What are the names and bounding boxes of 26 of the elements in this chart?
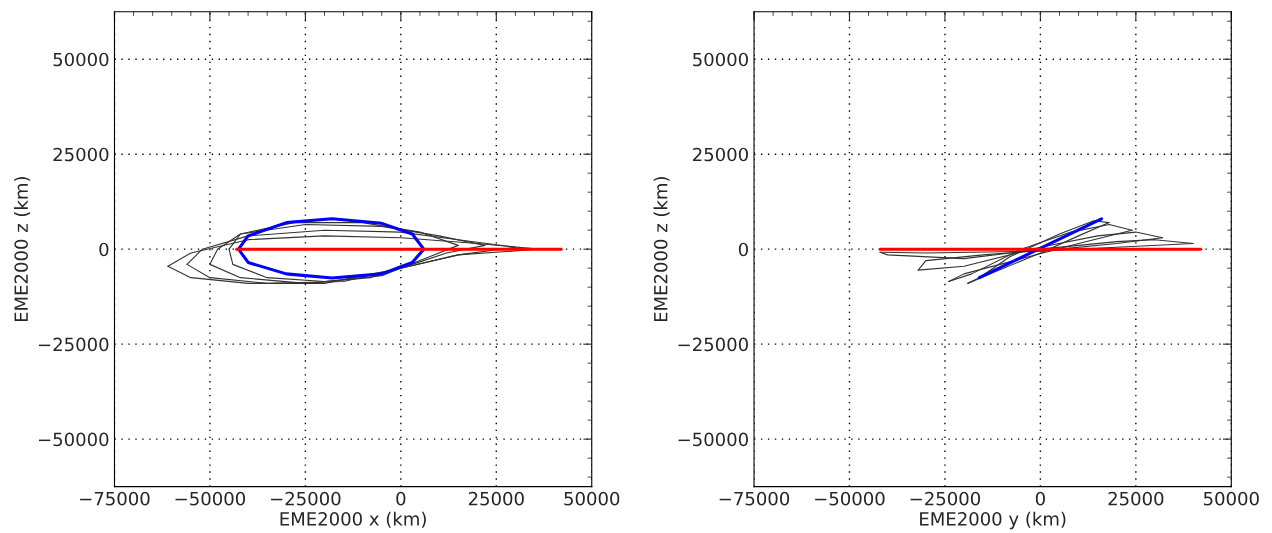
x-tick-label: −50000 [175, 491, 246, 506]
y-axis-title: EME2000 z (km) [14, 177, 31, 322]
y-tick-label: −25000 [678, 337, 748, 352]
x-tick-label: −25000 [271, 491, 341, 506]
x-tick-label: 0 [396, 491, 406, 506]
x-tick-label: −50000 [815, 491, 885, 506]
x-tick-label: 50000 [564, 491, 620, 506]
x-tick-label: −25000 [910, 491, 981, 506]
y-tick-label: 25000 [53, 147, 109, 162]
x-tick-label: 25000 [468, 491, 524, 506]
y-tick-label: 50000 [693, 52, 748, 67]
y-axis-title: EME2000 z (km) [653, 177, 670, 322]
y-tick-label: −25000 [38, 337, 109, 352]
x-tick-label: 50000 [1203, 491, 1259, 506]
x-tick-label: 0 [1035, 491, 1045, 506]
x-axis-title: EME2000 x (km) [280, 511, 426, 528]
y-tick-label: −50000 [38, 432, 109, 447]
x-axis-title: EME2000 y (km) [920, 511, 1066, 530]
y-tick-label: 50000 [53, 52, 109, 67]
x-tick-label: −75000 [80, 491, 150, 506]
y-tick-label: 25000 [693, 147, 748, 162]
y-tick-label: 0 [99, 242, 109, 257]
y-tick-label: 0 [738, 242, 748, 257]
x-tick-label: −75000 [719, 491, 790, 506]
x-tick-label: 25000 [1108, 491, 1164, 506]
y-tick-label: −50000 [678, 432, 748, 447]
